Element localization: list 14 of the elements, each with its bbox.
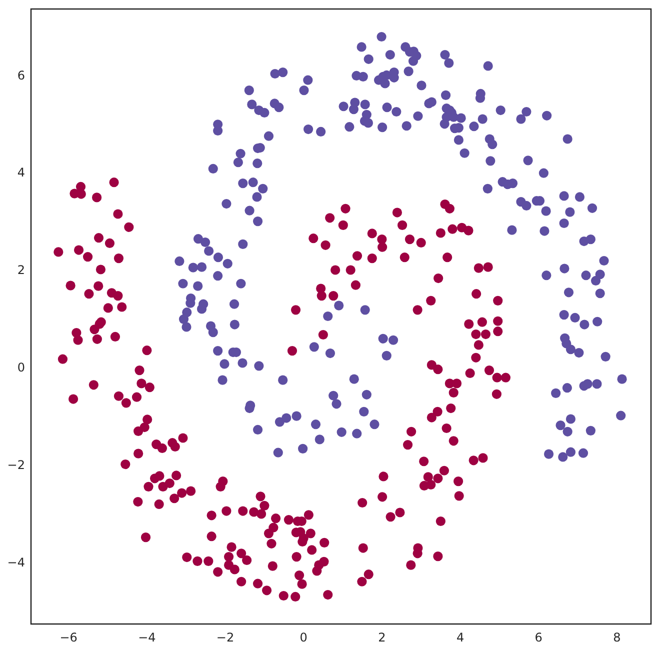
y-tick-label: 6	[17, 68, 25, 82]
y-tick-label: 0	[17, 360, 25, 374]
x-tick-label: 2	[378, 630, 386, 644]
x-tick-label: −2	[216, 630, 234, 644]
x-tick-label: −4	[138, 630, 156, 644]
x-tick-label: 4	[456, 630, 464, 644]
x-tick-label: −6	[60, 630, 78, 644]
x-tick-label: 6	[534, 630, 542, 644]
y-tick-label: 4	[17, 166, 25, 180]
x-tick-label: 8	[613, 630, 621, 644]
y-tick-label: 2	[17, 263, 25, 278]
y-tick-label: −4	[7, 555, 25, 570]
y-tick-label: −2	[7, 458, 25, 472]
x-tick-label: 0	[300, 630, 308, 644]
